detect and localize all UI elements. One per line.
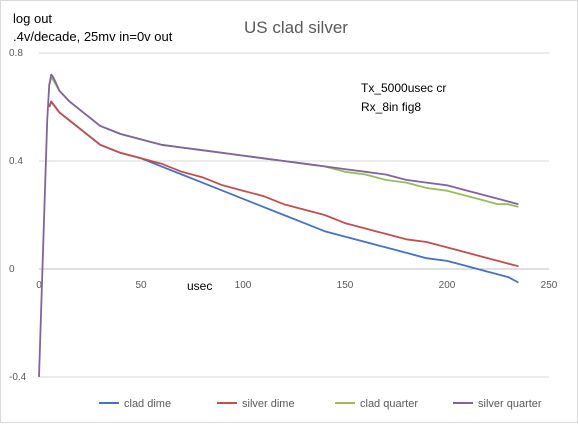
x-tick-label: 200 [439, 280, 456, 291]
x-tick-label: 100 [235, 280, 252, 291]
y-axis-label-line-2: .4v/decade, 25mv in=0v out [13, 29, 173, 44]
y-tick-label: 0 [9, 264, 15, 275]
x-axis-label: usec [187, 279, 212, 293]
series-line-silver-dime [48, 100, 519, 268]
y-tick-label: 0.8 [9, 48, 23, 59]
series-line-clad-dime [48, 100, 519, 284]
legend: clad dime silver dime clad quarter silver q… [99, 398, 542, 410]
legend-label: silver dime [242, 398, 295, 410]
x-tick-label: 250 [541, 280, 558, 291]
series-line-clad-quarter [48, 76, 519, 208]
legend-label: clad quarter [360, 398, 418, 410]
chart-title: US clad silver [244, 18, 348, 37]
legend-label: clad dime [124, 398, 171, 410]
x-tick-label: 50 [135, 280, 147, 291]
series-layer [38, 73, 519, 378]
legend-label: silver quarter [478, 398, 542, 410]
grid-layer [39, 52, 549, 378]
x-tick-label: 150 [337, 280, 354, 291]
series-line-silver-quarter [38, 73, 519, 378]
annotation-rx: Rx_8in fig8 [361, 100, 421, 114]
annotation-tx: Tx_5000usec cr [361, 81, 446, 95]
x-tick-label: 0 [36, 280, 42, 291]
y-tick-label: -0.4 [9, 372, 27, 383]
y-tick-label: 0.4 [9, 156, 23, 167]
axis-layer: -0.4 0 0.4 0.8 0 50 100 150 200 250 [9, 48, 558, 383]
y-axis-label-line-1: log out [13, 11, 52, 26]
